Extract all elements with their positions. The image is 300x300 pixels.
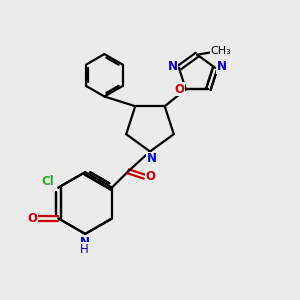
Text: H: H bbox=[80, 243, 89, 256]
Text: O: O bbox=[174, 83, 184, 96]
Text: CH₃: CH₃ bbox=[211, 46, 232, 56]
Text: N: N bbox=[167, 60, 177, 73]
Text: O: O bbox=[146, 170, 156, 183]
Text: N: N bbox=[217, 60, 227, 73]
Text: Cl: Cl bbox=[41, 175, 54, 188]
Text: N: N bbox=[80, 236, 90, 249]
Text: O: O bbox=[28, 212, 38, 225]
Text: N: N bbox=[146, 152, 157, 165]
